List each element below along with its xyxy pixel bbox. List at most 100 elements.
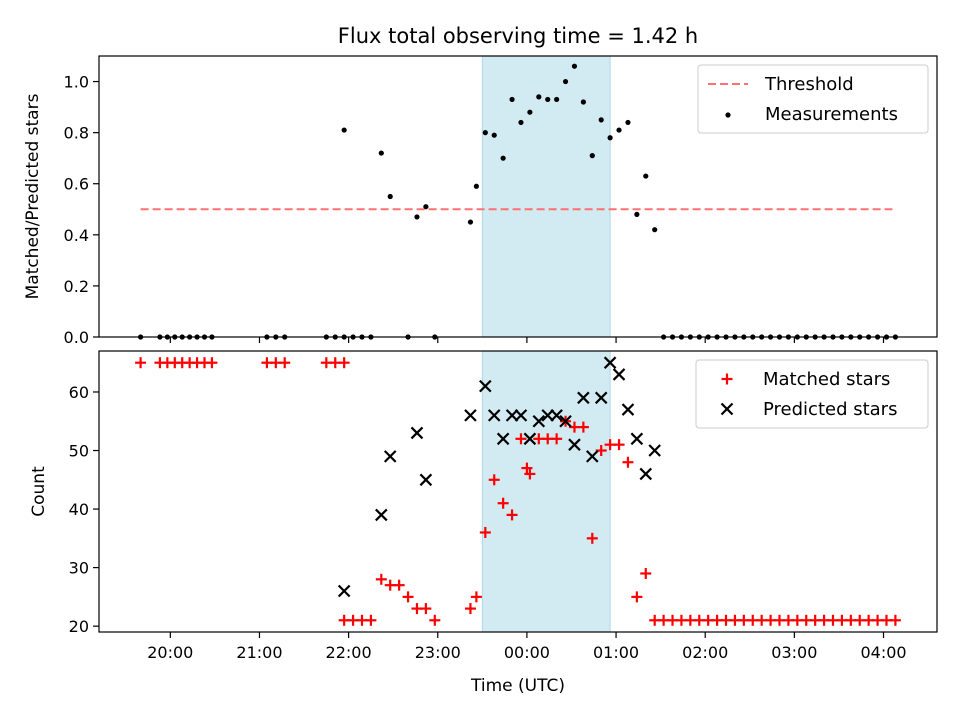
matched-star-point: [279, 357, 291, 369]
legend-predicted-label: Predicted stars: [763, 399, 897, 420]
legend-predicted-swatch: [720, 402, 734, 416]
measurement-point: [616, 127, 622, 133]
predicted-star-point: [337, 584, 351, 598]
y-tick-label: 30: [69, 559, 89, 578]
measurement-point: [652, 227, 658, 233]
measurement-point: [643, 173, 649, 179]
predicted-marker-b: [375, 508, 388, 522]
predicted-star-point: [550, 409, 563, 422]
matched-star-point: [206, 357, 218, 369]
predicted-star-point: [594, 391, 608, 405]
measurement-point: [482, 130, 488, 136]
measurement-point: [536, 94, 542, 100]
predicted-star-point: [532, 414, 546, 428]
measurement-point: [571, 63, 578, 69]
count-panel-frame: [98, 350, 938, 633]
matched-star-point: [375, 573, 387, 585]
predicted-marker-b: [496, 432, 510, 446]
predicted-star-point: [383, 450, 397, 463]
observing-window-span: [481, 55, 611, 338]
observing-window-rect: [481, 55, 611, 338]
predicted-star-point: [559, 414, 572, 428]
predicted-marker-b: [577, 391, 590, 405]
matched-star-point: [420, 603, 432, 615]
matched-star-point: [464, 603, 476, 615]
predicted-marker-b: [464, 409, 477, 422]
measurement-point: [473, 183, 479, 189]
measurement-point: [491, 132, 497, 138]
measurement-point: [341, 127, 347, 133]
predicted-marker-b: [541, 409, 554, 422]
predicted-marker-b: [559, 414, 572, 428]
predicted-marker-b: [586, 450, 599, 463]
predicted-star-point: [487, 409, 501, 422]
measurement-point: [500, 155, 506, 161]
ratio-y-axis-label: Matched/Predicted stars: [23, 93, 43, 299]
legend-threshold-label: Threshold: [764, 74, 854, 95]
count-legend-box: [695, 359, 929, 429]
x-tick-label: 04:00: [860, 643, 906, 662]
matched-star-point: [521, 462, 533, 474]
matched-star-point: [577, 421, 589, 433]
matched-star-point: [622, 456, 634, 468]
x-tick-label: 22:00: [326, 643, 372, 662]
measurement-point: [527, 109, 533, 115]
matched-star-point: [470, 591, 482, 603]
predicted-star-point: [568, 438, 581, 451]
predicted-marker-b: [639, 467, 653, 481]
measurement-point: [423, 204, 429, 210]
matched-star-point: [613, 439, 625, 451]
matched-star-point: [889, 614, 901, 626]
matched-star-point: [338, 357, 350, 369]
predicted-star-point: [419, 473, 433, 487]
ratio-y-ticks: 0.0 0.2 0.4 0.6 0.8 1.0: [64, 73, 99, 347]
predicted-marker-b: [523, 432, 537, 446]
matched-star-point: [393, 579, 405, 591]
legend-measurements-label: Measurements: [765, 104, 898, 125]
predicted-star-point: [464, 409, 477, 422]
predicted-marker-b: [514, 409, 528, 422]
ratio-panel: 0.0 0.2 0.4 0.6 0.8 1.0 Flux total observing …: [23, 24, 938, 347]
predicted-star-point: [479, 379, 492, 393]
predicted-marker-b: [612, 368, 626, 381]
predicted-star-point: [410, 426, 424, 440]
predicted-star-point: [621, 403, 635, 416]
predicted-star-point: [630, 432, 644, 446]
matched-star-point: [488, 474, 500, 486]
measurement-point: [414, 214, 420, 220]
matched-star-point: [595, 445, 607, 457]
matched-star-point: [402, 591, 414, 603]
predicted-marker-b: [479, 379, 492, 393]
measurement-point: [467, 219, 474, 225]
x-tick-label: 21:00: [236, 643, 282, 662]
matched-star-point: [479, 526, 491, 538]
matched-star-point: [586, 532, 598, 544]
measurement-point: [387, 193, 393, 200]
measurement-point: [378, 150, 384, 156]
chart-title: Flux total observing time = 1.42 h: [338, 24, 698, 48]
measurement-point: [562, 78, 569, 85]
predicted-star-point: [612, 368, 626, 381]
predicted-star-point: [648, 444, 661, 457]
y-tick-label: 20: [69, 617, 89, 636]
count-legend: Matched stars Predicted stars: [695, 359, 929, 429]
predicted-star-point: [577, 391, 590, 405]
measurement-point: [589, 153, 595, 159]
legend-measurements-swatch: [725, 112, 731, 118]
y-tick-label: 40: [69, 500, 89, 519]
ratio-legend: Threshold Measurements: [697, 64, 929, 134]
x-tick-label: 01:00: [593, 643, 639, 662]
predicted-marker-b: [621, 403, 635, 416]
matched-star-point: [135, 357, 147, 369]
predicted-marker-b: [410, 426, 424, 440]
predicted-marker-b: [487, 409, 501, 422]
y-tick-label: 50: [69, 442, 89, 461]
y-tick-label: 0.6: [64, 175, 89, 194]
predicted-star-point: [541, 409, 554, 422]
measurement-point: [518, 119, 524, 126]
measurement-point: [598, 117, 604, 123]
x-tick-label: 00:00: [504, 643, 550, 662]
predicted-marker-b: [337, 584, 351, 598]
count-y-ticks: 20 30 40 50 60: [69, 383, 99, 636]
